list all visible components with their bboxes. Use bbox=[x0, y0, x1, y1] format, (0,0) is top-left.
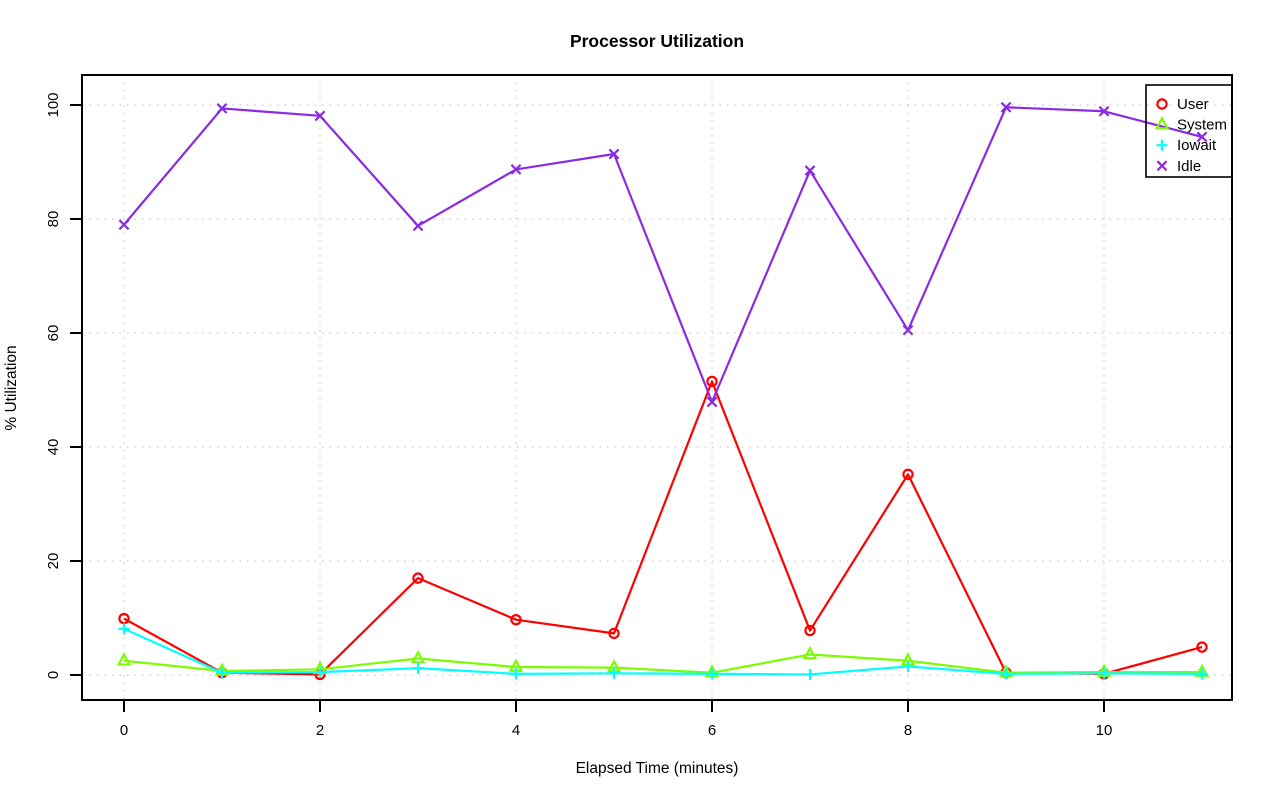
legend-item-system: System bbox=[1154, 116, 1227, 134]
circle-marker bbox=[804, 624, 816, 637]
plus-marker bbox=[314, 666, 326, 678]
series-line-idle bbox=[123, 106, 1203, 404]
plus-marker bbox=[118, 623, 130, 635]
plot-border bbox=[81, 74, 1233, 701]
plus-marker bbox=[216, 667, 228, 679]
circle-marker bbox=[608, 627, 620, 640]
x-tick-label: 8 bbox=[904, 722, 912, 739]
circle-marker bbox=[1196, 641, 1208, 653]
y-tick-label: 80 bbox=[45, 211, 62, 228]
x-tick-label: 2 bbox=[316, 722, 324, 739]
plus-marker bbox=[510, 668, 522, 680]
legend-item-idle: Idle bbox=[1156, 158, 1201, 175]
y-tick-label: 100 bbox=[45, 92, 62, 117]
y-tick-label: 20 bbox=[45, 553, 62, 570]
plus-marker bbox=[1196, 668, 1208, 680]
triangle-marker bbox=[802, 645, 818, 660]
x-marker bbox=[804, 165, 816, 176]
x-marker bbox=[118, 219, 130, 231]
series-line-system bbox=[123, 653, 1202, 674]
triangle-marker bbox=[410, 649, 426, 664]
x-tick-label: 6 bbox=[708, 722, 716, 739]
plus-marker bbox=[1156, 139, 1168, 151]
triangle-marker bbox=[116, 652, 132, 666]
circle-marker bbox=[706, 375, 718, 388]
circle-marker bbox=[510, 614, 522, 626]
x-tick-label: 0 bbox=[120, 722, 128, 739]
legend-item-iowait: Iowait bbox=[1156, 137, 1217, 154]
series-line-iowait bbox=[123, 627, 1203, 676]
circle-marker bbox=[902, 468, 914, 481]
x-tick-label: 10 bbox=[1096, 722, 1113, 739]
x-marker bbox=[1098, 105, 1110, 117]
x-marker bbox=[314, 110, 326, 122]
plus-marker bbox=[412, 662, 424, 674]
legend-label-user: User bbox=[1177, 96, 1209, 113]
x-marker bbox=[706, 396, 718, 408]
triangle-marker bbox=[1154, 116, 1170, 130]
series-iowait bbox=[118, 623, 1208, 681]
series-idle bbox=[118, 101, 1208, 408]
circle-marker bbox=[118, 612, 130, 625]
x-axis-label: Elapsed Time (minutes) bbox=[576, 760, 739, 777]
series-user bbox=[118, 375, 1208, 681]
legend-label-iowait: Iowait bbox=[1177, 137, 1217, 154]
y-axis-label: % Utilization bbox=[3, 345, 20, 430]
plus-marker bbox=[1098, 667, 1110, 679]
x-marker bbox=[510, 164, 522, 175]
plus-marker bbox=[804, 668, 816, 681]
series-line-user bbox=[123, 380, 1203, 676]
plus-marker bbox=[1000, 668, 1012, 680]
x-tick-label: 4 bbox=[512, 722, 520, 739]
x-marker bbox=[412, 220, 424, 232]
x-marker bbox=[608, 148, 620, 160]
gridlines bbox=[82, 75, 1232, 700]
legend-item-user: User bbox=[1156, 96, 1209, 113]
legend-label-idle: Idle bbox=[1177, 158, 1201, 175]
circle-marker bbox=[412, 572, 424, 584]
legend-box bbox=[1145, 84, 1233, 178]
circle-marker bbox=[1156, 98, 1168, 110]
x-marker bbox=[1000, 101, 1012, 113]
y-tick-label: 60 bbox=[45, 325, 62, 342]
plus-marker bbox=[902, 660, 914, 673]
chart-title: Processor Utilization bbox=[570, 31, 744, 51]
y-tick-label: 40 bbox=[45, 439, 62, 456]
x-marker bbox=[216, 103, 228, 114]
y-tick-label: 0 bbox=[45, 671, 62, 679]
plus-marker bbox=[608, 667, 620, 679]
data-series bbox=[116, 101, 1210, 681]
x-marker bbox=[1196, 131, 1208, 143]
legend: User System Iowait Idle bbox=[1145, 84, 1233, 178]
x-marker bbox=[902, 324, 914, 336]
x-marker bbox=[1156, 160, 1168, 172]
legend-label-system: System bbox=[1177, 117, 1227, 134]
plus-marker bbox=[706, 668, 718, 680]
